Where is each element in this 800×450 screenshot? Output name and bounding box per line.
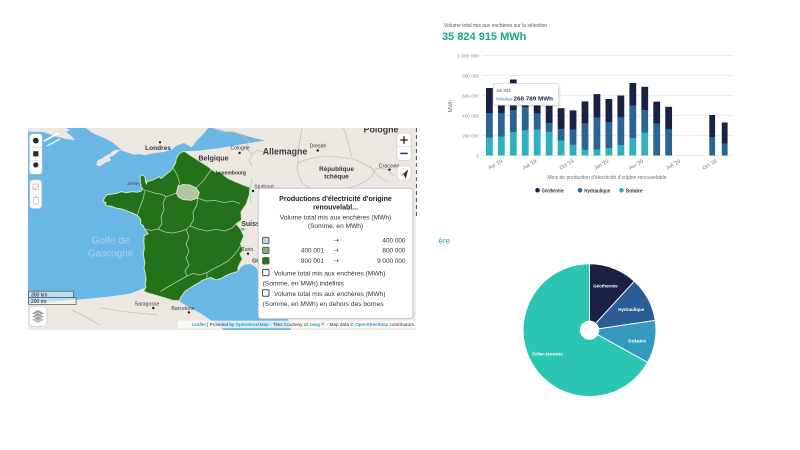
svg-text:Juil '19: Juil '19 — [522, 159, 539, 172]
svg-text:Hydraulique: Hydraulique — [584, 188, 610, 194]
svg-text:Géothermie: Géothermie — [542, 188, 564, 194]
svg-text:Avr '20: Avr '20 — [628, 159, 645, 172]
svg-text:Pologne: Pologne — [364, 125, 399, 135]
svg-text:0: 0 — [476, 153, 479, 159]
svg-text:Cracovie: Cracovie — [379, 163, 400, 169]
svg-text:Allemagne: Allemagne — [263, 147, 308, 157]
svg-text:9 000 000: 9 000 000 — [377, 258, 406, 265]
svg-text:Volume total mis aux enchères: Volume total mis aux enchères (MWh) — [274, 291, 385, 298]
svg-text:400 000: 400 000 — [462, 113, 479, 119]
svg-text:Barcelone: Barcelone — [171, 306, 194, 312]
svg-text:Suisse: Suisse — [241, 221, 264, 228]
svg-text:Volume total mis aux enchères: Volume total mis aux enchères (MWh) — [274, 271, 385, 278]
svg-text:Leaflet | Provided by OpenStre: Leaflet | Provided by OpenStreetMap - Ti… — [192, 321, 415, 327]
svg-text:Luxembourg: Luxembourg — [216, 171, 246, 177]
svg-text:Belgique: Belgique — [198, 154, 228, 163]
svg-text:200 000: 200 000 — [462, 133, 479, 139]
svg-text:Géothermie: Géothermie — [593, 284, 618, 289]
svg-text:300 km: 300 km — [31, 292, 47, 298]
svg-text:Juin 2019: Juin 2019 — [496, 88, 511, 93]
svg-text:(Somme, en MWh) indéfinis: (Somme, en MWh) indéfinis — [263, 281, 345, 288]
svg-text:Londres: Londres — [145, 145, 171, 152]
svg-text:Hydraulique: Hydraulique — [618, 307, 645, 312]
svg-text:1 000 000: 1 000 000 — [457, 53, 479, 59]
svg-text:400 001: 400 001 — [301, 248, 325, 255]
svg-text:Gascogne: Gascogne — [88, 249, 134, 260]
svg-text:Volume total mis aux enchères: Volume total mis aux enchères sur la sél… — [444, 23, 550, 29]
svg-text:Jan '20: Jan '20 — [594, 159, 611, 172]
svg-text:800 000: 800 000 — [382, 248, 406, 255]
svg-text:35 824 915 MWh: 35 824 915 MWh — [442, 31, 527, 43]
svg-text:Oct '20: Oct '20 — [702, 159, 719, 172]
svg-text:Jersey: Jersey — [127, 181, 141, 186]
svg-text:Volume total mis aux enchères: Volume total mis aux enchères (MWh) — [280, 215, 391, 222]
svg-text:Avr '19: Avr '19 — [488, 159, 505, 172]
svg-text:➝: ➝ — [333, 258, 339, 265]
svg-text:Dresde: Dresde — [310, 143, 327, 149]
svg-text:800 001: 800 001 — [301, 258, 325, 265]
svg-text:renouvelabl...: renouvelabl... — [313, 205, 358, 212]
svg-text:Juil '20: Juil '20 — [665, 159, 682, 172]
svg-text:Solaire: Solaire — [626, 188, 643, 194]
svg-text:Hydraulique: Hydraulique — [496, 96, 513, 101]
svg-text:ère: ère — [439, 237, 451, 246]
svg-text:Mois de production d'électrici: Mois de production d'électricité d'origi… — [548, 175, 667, 181]
svg-text:(Somme, en MWh) en dehors des: (Somme, en MWh) en dehors des bornes — [263, 301, 385, 308]
svg-text:Éolien terrestre: Éolien terrestre — [532, 352, 563, 357]
svg-text:400 000: 400 000 — [382, 238, 406, 245]
svg-text:➝: ➝ — [333, 238, 339, 245]
svg-text:Cologne: Cologne — [230, 146, 249, 152]
svg-text:Solaire: Solaire — [628, 339, 647, 344]
svg-text:Oct '19: Oct '19 — [559, 159, 576, 172]
svg-text:MWh: MWh — [448, 100, 454, 112]
svg-text:➝: ➝ — [333, 248, 339, 255]
svg-text:268 789 MWh: 268 789 MWh — [514, 97, 554, 103]
svg-text:Saragosse: Saragosse — [135, 301, 160, 307]
svg-text:600 000: 600 000 — [462, 93, 479, 99]
svg-text:tchèque: tchèque — [324, 173, 349, 180]
svg-text:800 000: 800 000 — [462, 73, 479, 79]
svg-text:200 mi: 200 mi — [31, 299, 46, 305]
svg-text:Turin: Turin — [242, 247, 254, 253]
svg-text:Stuttgart: Stuttgart — [254, 185, 274, 191]
svg-text:Productions d'électricité d'or: Productions d'électricité d'origine — [279, 196, 392, 203]
svg-text:(Somme, en MWh): (Somme, en MWh) — [308, 223, 363, 230]
svg-text:Golfe de: Golfe de — [92, 236, 130, 247]
svg-text:République: République — [319, 166, 354, 173]
